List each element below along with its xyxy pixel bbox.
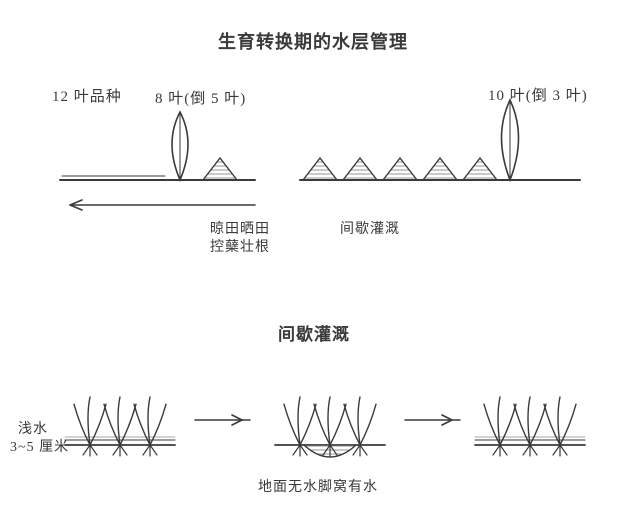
diagram-svg: [0, 0, 640, 532]
diagram-root: 生育转换期的水层管理 12 叶品种 8 叶(倒 5 叶) 10 叶(倒 3 叶)…: [0, 0, 640, 532]
